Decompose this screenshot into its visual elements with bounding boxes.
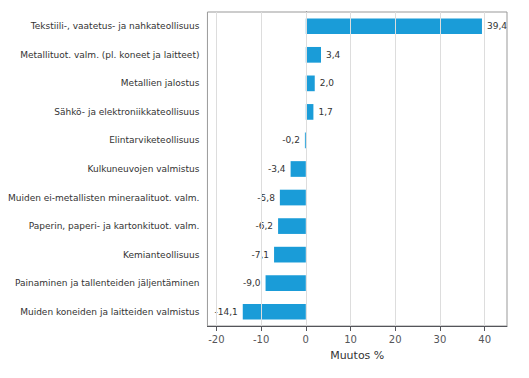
svg-text:-10: -10 — [253, 334, 269, 345]
svg-text:40: 40 — [478, 334, 491, 345]
svg-text:-0,2: -0,2 — [282, 135, 300, 145]
svg-text:-20: -20 — [208, 334, 224, 345]
svg-text:Muiden ei-metallisten mineraal: Muiden ei-metallisten mineraalituot. val… — [8, 193, 199, 203]
svg-text:Kemianteollisuus: Kemianteollisuus — [123, 250, 200, 260]
svg-text:Sähkö- ja elektroniikkateollis: Sähkö- ja elektroniikkateollisuus — [54, 107, 199, 117]
svg-text:Paperin, paperi- ja kartonkitu: Paperin, paperi- ja kartonkituot. valm. — [29, 221, 200, 231]
svg-text:-7,1: -7,1 — [251, 250, 269, 260]
svg-text:Kulkuneuvojen valmistus: Kulkuneuvojen valmistus — [88, 164, 200, 174]
svg-text:Tekstiili-, vaatetus- ja nahka: Tekstiili-, vaatetus- ja nahkateollisuus — [30, 21, 200, 31]
svg-text:10: 10 — [344, 334, 357, 345]
svg-text:Metallituot. valm. (pl. koneet: Metallituot. valm. (pl. koneet ja laitte… — [20, 50, 199, 60]
svg-text:-5,8: -5,8 — [257, 193, 275, 203]
svg-text:Muutos %: Muutos % — [330, 349, 384, 362]
svg-text:-9,0: -9,0 — [243, 278, 261, 288]
svg-text:39,4: 39,4 — [487, 21, 507, 31]
svg-text:Elintarviketeollisuus: Elintarviketeollisuus — [109, 135, 200, 145]
svg-text:20: 20 — [389, 334, 402, 345]
svg-text:Painaminen ja tallenteiden jäl: Painaminen ja tallenteiden jäljentäminen — [15, 278, 199, 288]
svg-text:2,0: 2,0 — [320, 78, 335, 88]
svg-text:1,7: 1,7 — [318, 107, 332, 117]
svg-text:-6,2: -6,2 — [256, 221, 274, 231]
svg-text:Metallien jalostus: Metallien jalostus — [121, 78, 200, 88]
svg-text:30: 30 — [434, 334, 447, 345]
svg-text:0: 0 — [303, 334, 309, 345]
svg-text:3,4: 3,4 — [326, 50, 341, 60]
svg-text:-14,1: -14,1 — [214, 307, 237, 317]
svg-text:Muiden koneiden ja laitteiden: Muiden koneiden ja laitteiden valmistus — [20, 307, 200, 317]
svg-text:-3,4: -3,4 — [268, 164, 286, 174]
